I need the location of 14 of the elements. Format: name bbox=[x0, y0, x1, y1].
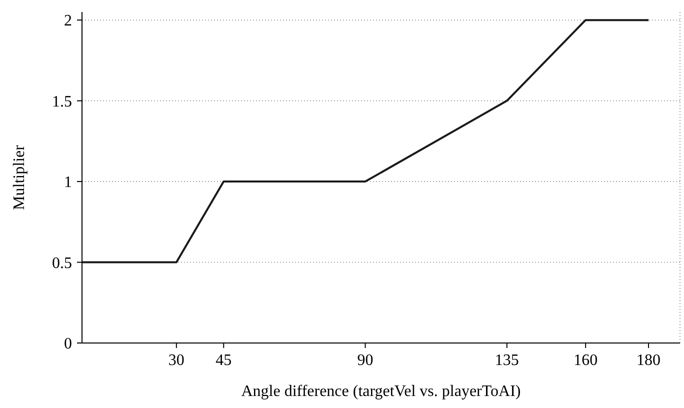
line-series bbox=[81, 19, 650, 264]
x-tick-label: 30 bbox=[168, 352, 184, 369]
x-tick-label: 45 bbox=[216, 352, 232, 369]
x-tick-label: 90 bbox=[357, 352, 374, 369]
y-tick-label: 0.5 bbox=[52, 254, 72, 272]
y-tick-label: 0 bbox=[64, 336, 72, 353]
y-tick-label: 2 bbox=[64, 12, 72, 30]
x-tick-label: 160 bbox=[574, 352, 598, 369]
x-axis-title: Angle difference (targetVel vs. playerToAI) bbox=[241, 383, 521, 400]
x-tick-label: 180 bbox=[636, 352, 661, 369]
y-tick-label: 1 bbox=[64, 174, 72, 192]
y-tick-label: 1.5 bbox=[52, 93, 72, 110]
y-axis-title: Multiplier bbox=[11, 144, 28, 210]
x-tick-label: 135 bbox=[494, 352, 519, 369]
